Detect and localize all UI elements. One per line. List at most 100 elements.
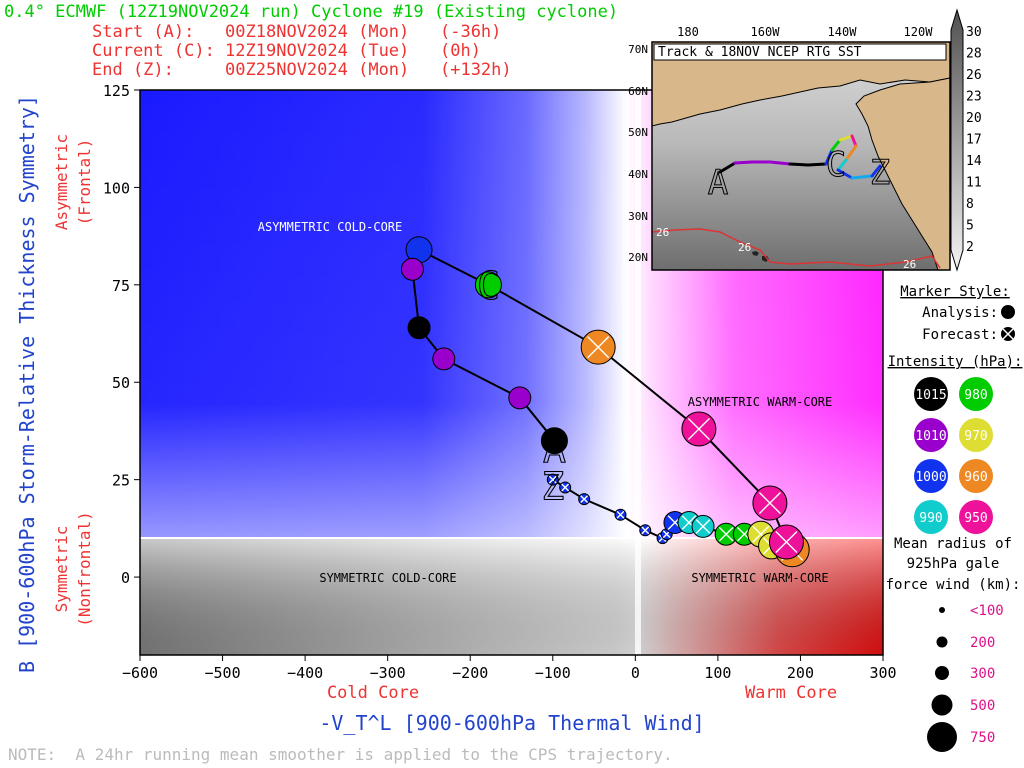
inset-map-land [652, 42, 950, 270]
trajectory-point-analysis [432, 347, 456, 371]
legend-radius-4: 750 [927, 722, 995, 752]
inset-map-track-segment [836, 168, 854, 180]
inset-map-sst-label-1: 26 [656, 226, 669, 239]
trajectory-point-analysis [508, 386, 532, 410]
svg-text:1015: 1015 [915, 388, 946, 403]
inset-map-track-segment [768, 160, 792, 166]
inset-map-lon-label: 160W [751, 25, 781, 39]
x-side-label-warm: Warm Core [745, 683, 837, 703]
inset-map-lon-label: 140W [828, 25, 858, 39]
trajectory-point-forecast [614, 508, 627, 521]
sst-colorbar-label: 11 [966, 176, 982, 191]
x-tick-label: −600 [122, 664, 158, 682]
alaska-landmass [652, 42, 950, 127]
x-tick-label: 300 [869, 664, 896, 682]
y-tick-label: 75 [112, 277, 130, 295]
legend-forecast-label: Forecast: [922, 327, 998, 343]
trajectory-point-analysis [540, 427, 568, 455]
svg-text:1000: 1000 [915, 470, 946, 485]
x-axis-title: -V_T^L [900-600hPa Thermal Wind] [319, 711, 704, 735]
inset-map-lat-label: 20N [628, 251, 648, 264]
svg-text:200: 200 [970, 635, 995, 651]
svg-text:960: 960 [964, 470, 987, 485]
sst-colorbar-label: 26 [966, 68, 982, 83]
sst-colorbar-bar [950, 8, 964, 272]
legend-analysis-marker [1001, 305, 1015, 319]
trajectory-tag-a: A [543, 428, 566, 472]
inset-map-track-segment [824, 148, 834, 166]
inset-map-frame [651, 41, 951, 271]
x-tick-label: −500 [204, 664, 240, 682]
trajectory-point-forecast [578, 493, 591, 506]
legend-analysis-label: Analysis: [922, 305, 998, 321]
legend-intensity-990: 990 [914, 500, 948, 534]
inset-map-title-box [653, 43, 947, 61]
inset-map-lat-labels: 70N 60N 50N 40N 30N 20N [628, 43, 648, 264]
sst-colorbar: 30 28 26 23 20 17 14 11 8 5 2 [950, 8, 982, 272]
cps-trajectory [400, 236, 810, 568]
trajectory-point-forecast [546, 473, 559, 486]
legend-intensity-1000: 1000 [914, 459, 948, 493]
trajectory-point-forecast [681, 411, 717, 447]
header-end: End (Z): 00Z25NOV2024 (Mon) (+132h) [92, 60, 512, 80]
inset-map-lat-label: 60N [628, 85, 648, 98]
sst-colorbar-label: 8 [966, 197, 974, 212]
x-axis-ticks: −600 −500 −400 −300 −200 −100 0 100 200 300 [122, 655, 897, 682]
sst-colorbar-label: 14 [966, 154, 982, 169]
trajectory-point-analysis [400, 257, 424, 281]
sst-colorbar-label: 30 [966, 25, 982, 40]
svg-text:500: 500 [970, 698, 995, 714]
inset-map-track-segment [806, 162, 828, 167]
trajectory-point-forecast [714, 522, 738, 546]
sst-colorbar-label: 17 [966, 133, 982, 148]
svg-text:300: 300 [970, 666, 995, 682]
quadrant-label-symmetric-cold: SYMMETRIC COLD-CORE [319, 571, 456, 585]
legend-radius-levels: <100 200 300 500 750 [927, 603, 1004, 752]
inset-map-track-segment [830, 138, 842, 152]
quadrant-label-asymmetric-warm: ASYMMETRIC WARM-CORE [688, 395, 833, 409]
y-axis-title: B [900-600hPa Storm-Relative Thickness S… [15, 95, 39, 673]
quadrant-label-symmetric-warm: SYMMETRIC WARM-CORE [691, 571, 828, 585]
inset-map-track-segment [788, 162, 810, 167]
trajectory-tag-c: C [477, 264, 500, 308]
legend-intensity-980: 980 [959, 377, 993, 411]
inset-map-marker-c: C [826, 145, 846, 185]
svg-text:750: 750 [970, 730, 995, 746]
svg-text:980: 980 [964, 388, 987, 403]
y-tick-label: 25 [112, 472, 130, 490]
inset-map-lon-label: 180 [677, 25, 699, 39]
y-tick-label: 100 [103, 179, 130, 197]
sst-colorbar-label: 23 [966, 90, 982, 105]
trajectory-tag-z: Z [541, 465, 564, 509]
plot-frame [139, 89, 884, 656]
inset-map-track-segment [836, 158, 848, 172]
x-tick-label: −400 [287, 664, 323, 682]
inset-map-lat-label: 40N [628, 168, 648, 181]
svg-text:1010: 1010 [915, 429, 946, 444]
trajectory-point-forecast [752, 485, 788, 521]
svg-text:970: 970 [964, 429, 987, 444]
legend-radius-3: 500 [931, 694, 995, 716]
inset-map-sst-label-2: 26 [738, 241, 751, 254]
legend-intensity-1010: 1010 [914, 418, 948, 452]
legend-radius-2: 300 [935, 666, 995, 682]
y-side-label-asym-1: Asymmetric [52, 134, 71, 230]
legend-intensity-title: Intensity (hPa): [888, 354, 1023, 370]
inset-map-lat-label: 30N [628, 210, 648, 223]
inset-map-track-segment [838, 134, 854, 142]
north-america-landmass [855, 77, 950, 270]
trajectory-tags: A C Z [476, 263, 566, 509]
y-tick-label: 0 [121, 569, 130, 587]
header-title: 0.4° ECMWF (12Z19NOV2024 run) Cyclone #1… [4, 2, 618, 22]
y-axis-ticks: 0 25 50 75 100 125 [103, 82, 140, 587]
svg-text:990: 990 [919, 511, 942, 526]
inset-map: A C Z Track & 18NOV NCEP RTG SST 26 26 2… [628, 25, 951, 271]
inset-map-track-segment [718, 161, 737, 174]
inset-map-track-segment [850, 134, 858, 148]
trajectory-point-forecast [580, 329, 616, 365]
header-current: Current (C): 12Z19NOV2024 (Tue) (0h) [92, 41, 481, 61]
header-start: Start (A): 00Z18NOV2024 (Mon) (-36h) [92, 22, 501, 42]
legend-intensity-swatches: 1015 980 1010 970 1000 960 990 950 [914, 377, 993, 534]
footer-note: NOTE: A 24hr running mean smoother is ap… [8, 745, 673, 764]
